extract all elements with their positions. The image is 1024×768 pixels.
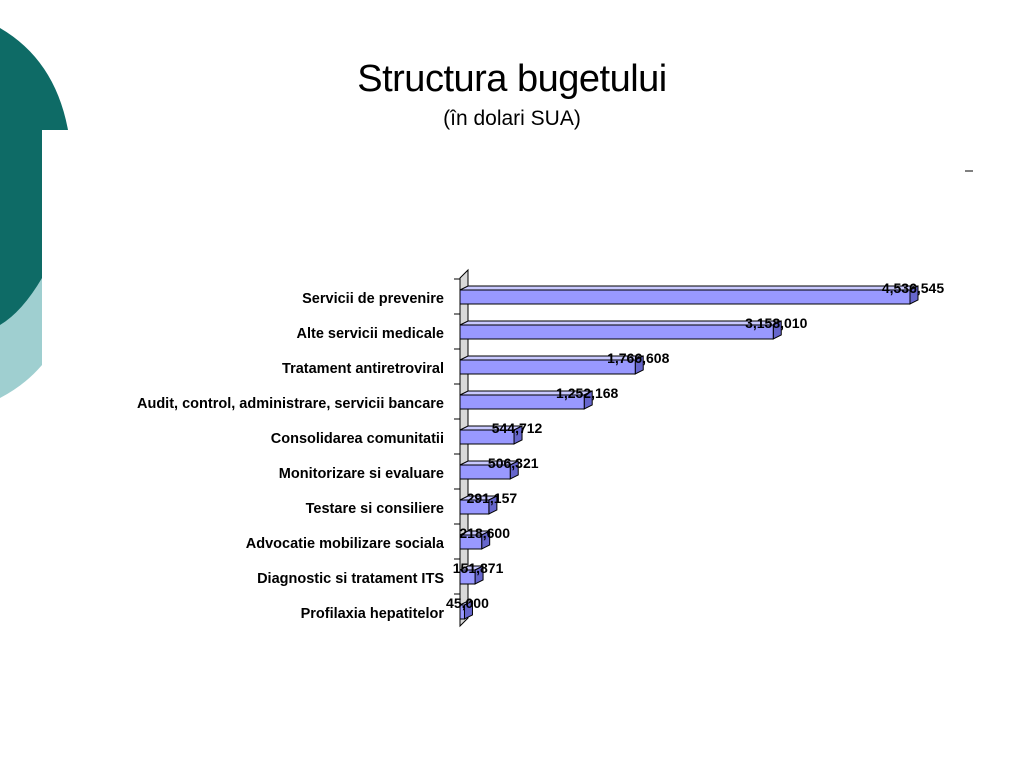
bar xyxy=(459,324,774,340)
category-label: Testare si consiliere xyxy=(306,501,444,517)
bar xyxy=(459,394,585,410)
category-label: Profilaxia hepatitelor xyxy=(301,606,445,622)
data-label: 1,766,608 xyxy=(607,350,669,366)
data-label: 45,000 xyxy=(446,595,489,611)
data-label: 291,157 xyxy=(467,490,518,506)
bar xyxy=(459,429,515,445)
teal-decoration xyxy=(0,28,68,398)
bar xyxy=(459,569,476,585)
data-label: 1,252,168 xyxy=(556,385,618,401)
bar xyxy=(459,464,511,480)
teal-dark-shape xyxy=(0,28,68,325)
data-label: 4,536,545 xyxy=(882,280,944,296)
bar xyxy=(459,604,465,620)
data-label: 151,871 xyxy=(453,560,504,576)
data-label: 3,158,010 xyxy=(745,315,807,331)
category-label: Consolidarea comunitatii xyxy=(271,431,444,447)
bar xyxy=(459,289,911,305)
category-label: Alte servicii medicale xyxy=(297,326,445,342)
category-label: Diagnostic si tratament ITS xyxy=(257,571,444,587)
chart-plot-area: Servicii de prevenire 4,536,545 Alte servi… xyxy=(137,268,944,628)
data-label: 218,600 xyxy=(459,525,510,541)
category-label: Monitorizare si evaluare xyxy=(279,466,444,482)
bar xyxy=(459,534,483,550)
data-label: 544,712 xyxy=(492,420,543,436)
category-label: Servicii de prevenire xyxy=(302,291,444,307)
page-title: Structura bugetului xyxy=(357,58,667,100)
bar xyxy=(459,359,636,375)
page-subtitle: (în dolari SUA) xyxy=(443,107,581,130)
category-label: Audit, control, administrare, servicii b… xyxy=(137,396,444,412)
bar xyxy=(459,499,490,515)
data-label: 506,321 xyxy=(488,455,539,471)
bar-top xyxy=(459,320,782,326)
category-label: Advocatie mobilizare sociala xyxy=(246,536,445,552)
bar-top xyxy=(459,285,919,291)
category-label: Tratament antiretroviral xyxy=(282,361,444,377)
